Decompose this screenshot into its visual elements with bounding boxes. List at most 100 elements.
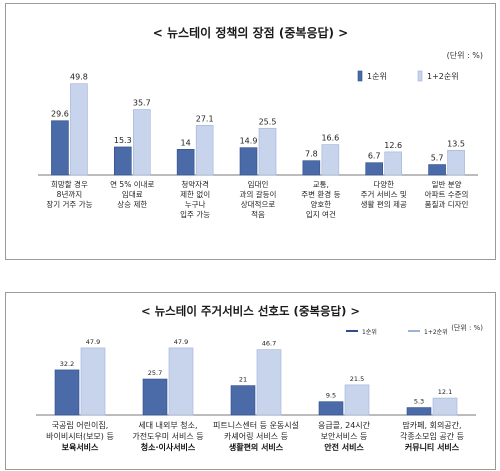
category-label-bold: 보육서비스: [62, 442, 99, 452]
legend-label: 1+2순위: [424, 328, 448, 336]
category-label: 주거 서비스 및: [361, 189, 407, 199]
category-label: 보안서비스 등: [321, 431, 368, 441]
legend-label: 1순위: [367, 72, 387, 81]
data-label: 6.7: [368, 152, 381, 161]
bar-rank1: [176, 149, 195, 176]
category-label: 8년까지: [57, 189, 82, 199]
data-label: 21.5: [350, 375, 364, 383]
bar-rank1: [113, 146, 132, 176]
data-label: 14.9: [240, 137, 258, 146]
data-label: 16.6: [321, 134, 339, 143]
legend-label: 1순위: [362, 328, 377, 336]
category-label: 다양한: [373, 180, 394, 189]
bar-rank1: [428, 164, 446, 176]
bar-rank1-2: [344, 384, 370, 416]
data-label: 25.7: [148, 369, 162, 377]
category-label: 희망할 경우: [51, 179, 88, 189]
category-label: 세대 내외부 청소,: [138, 420, 197, 430]
category-label: 양호한: [311, 200, 332, 209]
category-label: 각종소모임 공간 등: [400, 431, 464, 441]
category-label-bold: 커뮤니티 서비스: [405, 442, 460, 452]
category-label: 바이비시터(보모) 등: [46, 431, 114, 441]
data-label: 15.3: [114, 136, 132, 145]
data-label: 29.6: [51, 110, 69, 119]
unit-label: (단위 : %): [446, 51, 483, 60]
bar-rank1-2: [432, 397, 458, 416]
data-label: 7.8: [305, 150, 318, 159]
bar-rank1: [406, 407, 432, 416]
data-label: 13.5: [447, 139, 465, 148]
bar-rank1: [239, 147, 258, 176]
data-label: 35.7: [133, 99, 151, 108]
data-label: 9.5: [326, 392, 336, 400]
category-label: 입주 가능: [180, 210, 210, 219]
bar-rank1: [142, 378, 168, 416]
legend-label: 1+2순위: [427, 72, 459, 81]
category-label: 피트니스센터 등 운동시설: [213, 420, 299, 430]
bar-rank1-2: [195, 125, 214, 176]
category-label: 국공립 어린이집,: [52, 420, 109, 430]
bar-rank1-2: [256, 349, 282, 416]
bar-rank1: [230, 385, 256, 416]
category-label: 응급콜, 24시간: [318, 420, 371, 430]
data-label: 12.6: [384, 141, 402, 150]
legend-swatch: [417, 70, 423, 82]
category-label: 제한 없이: [180, 189, 210, 199]
category-label: 임대인: [248, 179, 269, 189]
data-label: 27.1: [196, 114, 214, 123]
category-label: 맘카페, 회의공간,: [402, 420, 461, 430]
category-label: 품질과 디자인: [425, 199, 469, 209]
bar-rank1-2: [132, 109, 151, 176]
category-label: 적음: [251, 209, 265, 219]
category-label: 과의 갈등이: [240, 189, 277, 199]
category-label: 주변 환경 등: [301, 189, 340, 199]
category-label: 누구나: [185, 200, 206, 209]
data-label: 49.8: [70, 73, 88, 82]
chart-title: < 뉴스테이 주거서비스 선호도 (중복응답) >: [140, 304, 361, 318]
bar-rank1: [51, 120, 69, 176]
data-label: 21: [239, 376, 247, 384]
bar-rank1-2: [80, 347, 106, 416]
bar-rank1-2: [384, 151, 403, 176]
bar-rank1-2: [258, 127, 277, 176]
category-label-bold: 청소·이사서비스: [141, 442, 196, 452]
category-label: 상대적으로: [241, 199, 276, 209]
category-label: 입지 여건: [306, 209, 336, 219]
legend-swatch: [357, 70, 363, 82]
data-label: 47.9: [86, 338, 100, 346]
data-label: 14: [181, 138, 191, 147]
unit-label: (단위 : %): [451, 324, 483, 332]
data-label: 5.3: [414, 398, 424, 406]
chart-panel-service-preference: < 뉴스테이 주거서비스 선호도 (중복응답) > (단위 : %) 32.2 4…: [5, 292, 496, 470]
data-label: 5.7: [431, 154, 444, 163]
category-label: 교통,: [313, 180, 329, 189]
category-label: 일반 분양: [432, 180, 462, 189]
bar-rank1-2: [447, 149, 465, 176]
data-label: 12.1: [438, 388, 452, 396]
data-label: 46.7: [262, 340, 276, 348]
bar-rank1-2: [168, 347, 194, 416]
data-label: 47.9: [174, 338, 188, 346]
category-label-bold: 안전 서비스: [324, 442, 364, 452]
category-label: 가전도우미 서비스 등: [132, 431, 203, 441]
bar-rank1: [365, 162, 384, 176]
category-label: 상승 제한: [117, 199, 147, 209]
category-label: 청약자격: [181, 179, 209, 189]
category-label-bold: 생활편의 서비스: [229, 442, 284, 452]
category-label: 카셰어링 서비스 등: [224, 431, 288, 441]
bar-rank1: [54, 369, 80, 416]
bar-rank1: [318, 401, 344, 416]
category-label: 아파트 수준의: [425, 189, 469, 199]
chart-title: < 뉴스테이 정책의 장점 (중복응답) >: [152, 26, 349, 40]
bar-rank1-2: [70, 83, 88, 176]
category-label: 생활 편의 제공: [361, 199, 407, 209]
category-label: 장기 거주 가능: [46, 199, 92, 209]
chart-panel-policy-advantages: < 뉴스테이 정책의 장점 (중복응답) > (단위 : %) 29.6 49.8…: [5, 3, 496, 260]
data-label: 32.2: [60, 360, 74, 368]
category-label: 연 5% 이내로: [110, 179, 154, 189]
bar-rank1-2: [321, 144, 340, 176]
data-label: 25.5: [259, 117, 277, 126]
category-label: 임대료: [122, 190, 143, 199]
